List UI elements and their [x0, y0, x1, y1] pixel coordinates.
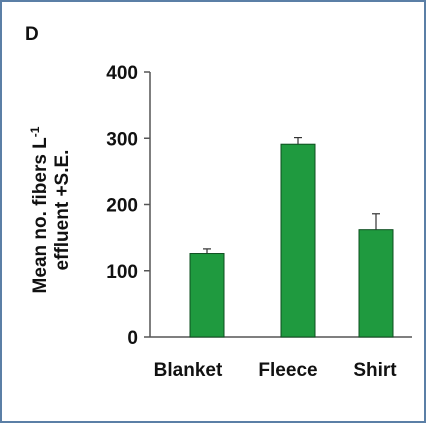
bar-series [189, 136, 394, 338]
y-tick-label: 400 [106, 63, 138, 84]
y-tick-label: 300 [106, 129, 138, 150]
bar-shirt [358, 229, 394, 338]
y-axis-title-main: Mean no. fibers L [30, 137, 51, 294]
y-tick-label: 100 [106, 262, 138, 283]
y-axis-title-superscript: -1 [28, 126, 42, 137]
y-tick-label: 0 [127, 328, 138, 349]
y-tick-label: 200 [106, 196, 138, 217]
y-ticks: 0 100 200 300 400 [106, 63, 150, 349]
x-tick-label: Fleece [258, 360, 317, 381]
y-axis-title-line2: effluent +S.E. [52, 150, 73, 271]
x-tick-labels: Blanket Fleece Shirt [154, 360, 398, 381]
panel-label: D [25, 24, 39, 45]
y-axis-title-line1: Mean no. fibers L-1 [28, 126, 51, 293]
bar-fleece [280, 143, 316, 338]
x-tick-label: Blanket [154, 360, 223, 381]
x-tick-label: Shirt [353, 360, 397, 381]
bar-blanket [189, 253, 225, 338]
